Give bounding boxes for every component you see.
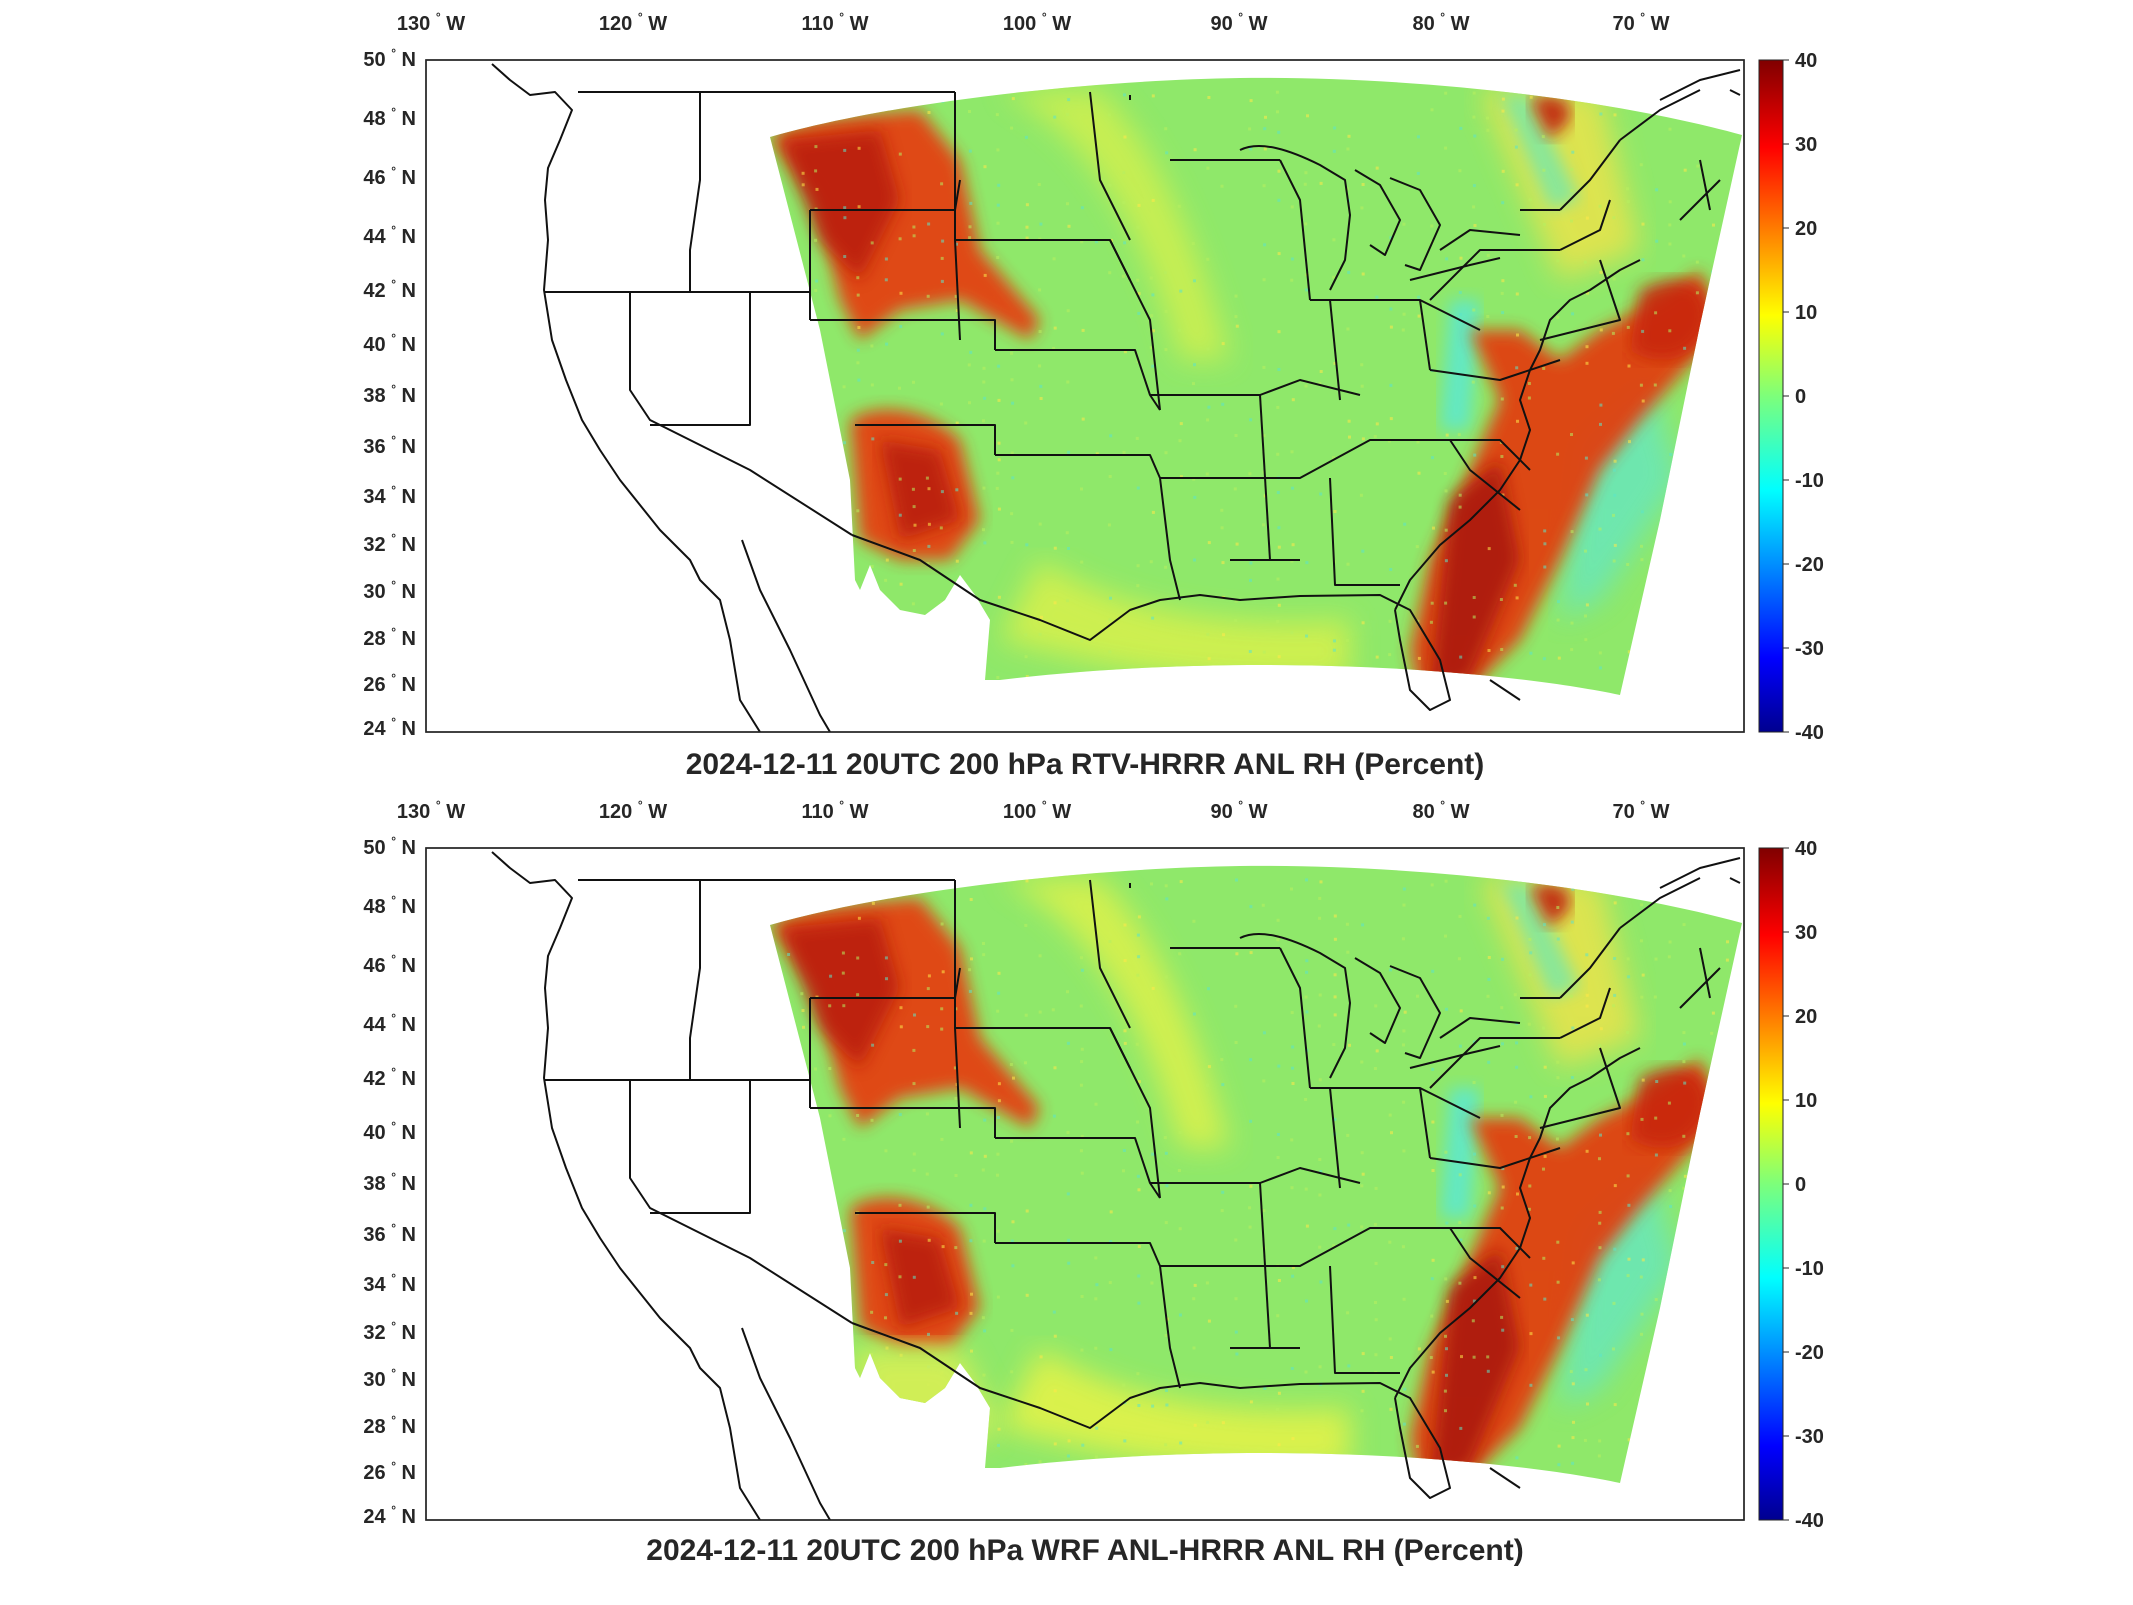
colorbar-tick: -20 bbox=[1795, 554, 1824, 576]
lat-tick-label: 34 ° N bbox=[363, 1271, 416, 1296]
lat-tick-label: 32 ° N bbox=[363, 531, 416, 556]
lat-tick-label: 40 ° N bbox=[363, 331, 416, 356]
lat-tick-label: 26 ° N bbox=[363, 1459, 416, 1484]
lon-tick-label: 80 ° W bbox=[1412, 798, 1469, 823]
lat-tick-label: 50 ° N bbox=[363, 46, 416, 71]
latitude-tick-labels: 50 ° N 48 ° N 46 ° N 44 ° N 42 ° N 40 ° N 38 °… bbox=[363, 46, 416, 740]
longitude-tick-labels: 130 ° W 120 ° W 110 ° W 100 ° W 90 ° W 80 ° W… bbox=[397, 798, 1670, 823]
lat-tick-label: 30 ° N bbox=[363, 578, 416, 603]
state-boundaries bbox=[425, 59, 1745, 733]
lon-tick-label: 100 ° W bbox=[1003, 10, 1071, 35]
map-panel-top: 130 ° W 120 ° W 110 ° W 100 ° W 90 ° W 80 ° W… bbox=[363, 10, 1824, 781]
colorbar-tick: 20 bbox=[1795, 218, 1817, 240]
lat-tick-label: 38 ° N bbox=[363, 382, 416, 407]
colorbar-tick: 30 bbox=[1795, 922, 1817, 944]
lon-tick-label: 120 ° W bbox=[599, 10, 667, 35]
lat-tick-label: 30 ° N bbox=[363, 1366, 416, 1391]
lat-tick-label: 36 ° N bbox=[363, 433, 416, 458]
lat-tick-label: 24 ° N bbox=[363, 715, 416, 740]
colorbar-gradient bbox=[1758, 847, 1784, 1521]
lat-tick-label: 48 ° N bbox=[363, 105, 416, 130]
lon-tick-label: 120 ° W bbox=[599, 798, 667, 823]
longitude-tick-labels: 130 ° W 120 ° W 110 ° W 100 ° W 90 ° W 80 ° W… bbox=[397, 10, 1670, 35]
lon-tick-label: 70 ° W bbox=[1612, 10, 1669, 35]
colorbar-tick: 0 bbox=[1795, 1174, 1806, 1196]
lon-tick-label: 80 ° W bbox=[1412, 10, 1469, 35]
lat-tick-label: 34 ° N bbox=[363, 483, 416, 508]
colorbar-tick: 10 bbox=[1795, 1090, 1817, 1112]
lat-tick-label: 44 ° N bbox=[363, 223, 416, 248]
colorbar: 40 30 20 10 0 -10 -20 -30 -40 bbox=[1758, 838, 1824, 1532]
lon-tick-label: 90 ° W bbox=[1210, 798, 1267, 823]
colorbar-tick: 30 bbox=[1795, 134, 1817, 156]
state-boundaries bbox=[425, 847, 1745, 1521]
lat-tick-label: 46 ° N bbox=[363, 164, 416, 189]
lat-tick-label: 32 ° N bbox=[363, 1319, 416, 1344]
colorbar-tick: -30 bbox=[1795, 638, 1824, 660]
lat-tick-label: 40 ° N bbox=[363, 1119, 416, 1144]
colorbar-tick: -20 bbox=[1795, 1342, 1824, 1364]
colorbar-tick: 0 bbox=[1795, 386, 1806, 408]
colorbar-tick-labels: 40 30 20 10 0 -10 -20 -30 -40 bbox=[1783, 838, 1824, 1532]
colorbar-gradient bbox=[1758, 59, 1784, 733]
lon-tick-label: 70 ° W bbox=[1612, 798, 1669, 823]
lat-tick-label: 38 ° N bbox=[363, 1170, 416, 1195]
latitude-tick-labels: 50 ° N 48 ° N 46 ° N 44 ° N 42 ° N 40 ° N 38 °… bbox=[363, 834, 416, 1528]
rh-difference-field bbox=[770, 77, 1742, 696]
colorbar-tick: 40 bbox=[1795, 50, 1817, 72]
colorbar-tick: -40 bbox=[1795, 1510, 1824, 1532]
lat-tick-label: 48 ° N bbox=[363, 893, 416, 918]
lat-tick-label: 36 ° N bbox=[363, 1221, 416, 1246]
lat-tick-label: 24 ° N bbox=[363, 1503, 416, 1528]
lat-tick-label: 50 ° N bbox=[363, 834, 416, 859]
lon-tick-label: 90 ° W bbox=[1210, 10, 1267, 35]
colorbar-tick: 40 bbox=[1795, 838, 1817, 860]
colorbar-tick: -10 bbox=[1795, 470, 1824, 492]
colorbar: 40 30 20 10 0 -10 -20 -30 -40 bbox=[1758, 50, 1824, 744]
colorbar-tick: 10 bbox=[1795, 302, 1817, 324]
lon-tick-label: 130 ° W bbox=[397, 10, 465, 35]
colorbar-tick: -40 bbox=[1795, 722, 1824, 744]
lat-tick-label: 44 ° N bbox=[363, 1011, 416, 1036]
lat-tick-label: 42 ° N bbox=[363, 1065, 416, 1090]
panel-title: 2024-12-11 20UTC 200 hPa RTV-HRRR ANL RH… bbox=[686, 748, 1485, 781]
lon-tick-label: 110 ° W bbox=[801, 10, 868, 35]
lat-tick-label: 28 ° N bbox=[363, 625, 416, 650]
panel-title: 2024-12-11 20UTC 200 hPa WRF ANL-HRRR AN… bbox=[646, 1534, 1523, 1567]
lat-tick-label: 42 ° N bbox=[363, 277, 416, 302]
colorbar-tick: 20 bbox=[1795, 1006, 1817, 1028]
lat-tick-label: 28 ° N bbox=[363, 1413, 416, 1438]
colorbar-tick-labels: 40 30 20 10 0 -10 -20 -30 -40 bbox=[1783, 50, 1824, 744]
map-panel-bottom: 130 ° W 120 ° W 110 ° W 100 ° W 90 ° W 80 ° W… bbox=[363, 798, 1824, 1567]
lon-tick-label: 110 ° W bbox=[801, 798, 868, 823]
lat-tick-label: 26 ° N bbox=[363, 671, 416, 696]
colorbar-tick: -10 bbox=[1795, 1258, 1824, 1280]
lon-tick-label: 100 ° W bbox=[1003, 798, 1071, 823]
lat-tick-label: 46 ° N bbox=[363, 952, 416, 977]
lon-tick-label: 130 ° W bbox=[397, 798, 465, 823]
colorbar-tick: -30 bbox=[1795, 1426, 1824, 1448]
